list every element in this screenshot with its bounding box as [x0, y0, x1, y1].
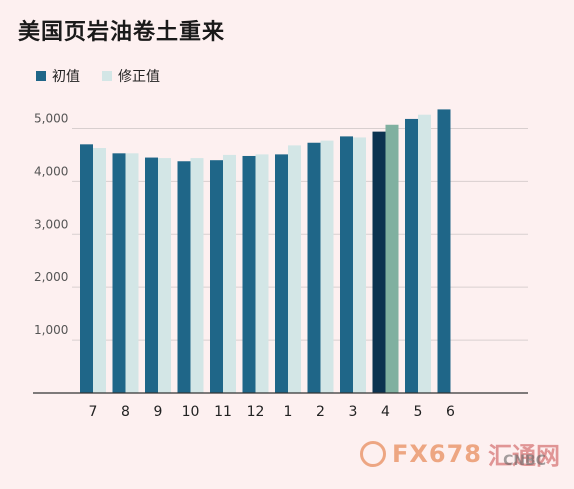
bar-revised-10 [190, 158, 204, 393]
bar-initial-12 [242, 155, 256, 393]
legend-swatch-initial [36, 71, 46, 81]
bar-initial-3 [340, 136, 353, 393]
x-tick-label: 6 [446, 404, 455, 420]
bar-revised-3 [353, 137, 366, 393]
chart-title: 美国页岩油卷土重来 [18, 20, 226, 45]
y-tick-label: 4,000 [34, 164, 68, 178]
x-tick-label: 11 [214, 404, 232, 420]
x-tick-label: 1 [284, 404, 293, 420]
legend-item-initial: 初值 [36, 66, 80, 86]
x-tick-label: 7 [89, 404, 98, 420]
bar-initial-7 [80, 144, 93, 393]
x-tick-label: 12 [247, 404, 265, 420]
x-tick-label: 4 [381, 404, 390, 420]
bar-initial-5 [405, 118, 418, 393]
legend: 初值 修正值 [36, 66, 174, 86]
bar-revised-11 [223, 154, 236, 393]
x-tick-label: 3 [349, 404, 358, 420]
x-tick-label: 5 [414, 404, 423, 420]
x-tick-label: 9 [154, 404, 163, 420]
x-tick-label: 8 [121, 404, 130, 420]
fx678-logo-icon [360, 440, 386, 467]
x-tick-label: 2 [316, 404, 325, 420]
bar-initial-4 [372, 131, 386, 393]
bar-initial-11 [210, 160, 223, 393]
bar-revised-2 [320, 140, 334, 393]
watermark-fx: FX678 [392, 439, 482, 468]
x-tick-label: 10 [182, 404, 200, 420]
bar-initial-10 [177, 161, 191, 393]
bar-revised-5 [418, 114, 431, 393]
bar-revised-4 [385, 124, 399, 393]
bar-revised-1 [288, 145, 301, 393]
y-tick-label: 5,000 [34, 111, 68, 125]
legend-label-initial: 初值 [52, 69, 80, 85]
legend-label-revised: 修正值 [118, 69, 160, 85]
legend-swatch-revised [102, 71, 112, 81]
bar-revised-8 [125, 153, 139, 393]
bar-revised-7 [93, 148, 106, 393]
bar-initial-1 [275, 154, 288, 393]
bar-revised-12 [255, 154, 269, 393]
bar-initial-8 [112, 153, 126, 393]
watermark-cn: 汇通网 [488, 442, 560, 470]
bar-initial-2 [307, 142, 321, 393]
watermark-cnbc: CNBC [503, 453, 546, 469]
watermark: FX678 汇通网 [360, 436, 560, 471]
y-tick-label: 2,000 [34, 270, 68, 284]
bar-initial-6 [437, 109, 451, 393]
bar-revised-9 [158, 158, 171, 393]
bar-initial-9 [145, 157, 158, 393]
legend-item-revised: 修正值 [102, 66, 160, 86]
y-tick-label: 3,000 [34, 217, 68, 231]
y-tick-label: 1,000 [34, 323, 68, 337]
